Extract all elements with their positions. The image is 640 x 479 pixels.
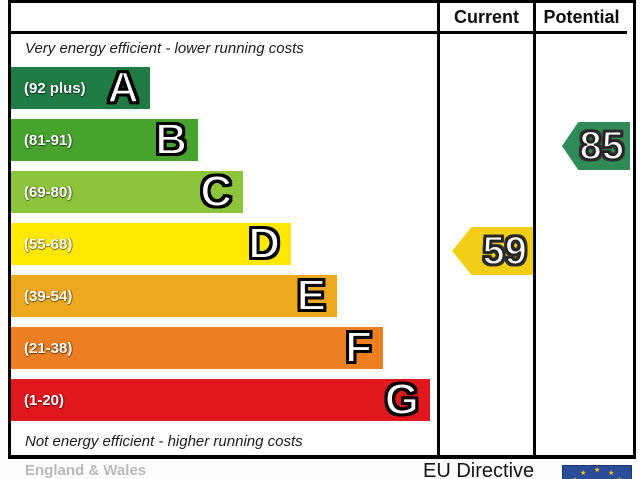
eu-flag-star: ★ bbox=[608, 470, 615, 477]
rating-table: Current Potential Very energy efficient … bbox=[8, 0, 636, 459]
band-d-range: (55-68) bbox=[24, 235, 73, 253]
potential-column: 85 bbox=[533, 34, 630, 455]
band-f-letter: F bbox=[344, 323, 373, 372]
band-b: (81-91) B bbox=[11, 115, 198, 164]
eu-flag-star: ★ bbox=[572, 477, 578, 479]
header-potential: Potential bbox=[533, 3, 627, 34]
band-b-letter: B bbox=[154, 115, 188, 164]
band-e-range: (39-54) bbox=[24, 287, 73, 305]
eu-flag-star: ★ bbox=[616, 477, 622, 479]
bottom-note: Not energy efficient - higher running co… bbox=[25, 433, 303, 450]
header-current: Current bbox=[437, 3, 533, 34]
footer-region-label: England & Wales bbox=[25, 462, 147, 479]
band-c-range: (69-80) bbox=[24, 183, 73, 201]
rating-bands: (92 plus) A (81-91) B (69-80) C (55-68) … bbox=[11, 63, 430, 431]
band-c: (69-80) C bbox=[11, 167, 243, 216]
band-e: (39-54) E bbox=[11, 271, 337, 320]
band-g-range: (1-20) bbox=[24, 391, 65, 409]
band-a: (92 plus) A bbox=[11, 63, 150, 112]
eu-directive-label: EU Directive bbox=[423, 460, 535, 479]
potential-rating-arrow-icon: 85 bbox=[562, 122, 630, 170]
band-f-range: (21-38) bbox=[24, 339, 73, 357]
current-rating-arrow-icon: 59 bbox=[452, 227, 533, 275]
band-g: (1-20) G bbox=[11, 375, 430, 424]
eu-flag-star: ★ bbox=[580, 470, 587, 477]
potential-rating-value: 85 bbox=[579, 123, 625, 169]
bands-column: Very energy efficient - lower running co… bbox=[11, 34, 437, 455]
band-d: (55-68) D bbox=[11, 219, 291, 268]
band-f: (21-38) F bbox=[11, 323, 383, 372]
band-d-letter: D bbox=[247, 219, 281, 268]
current-column: 59 bbox=[437, 34, 533, 455]
band-g-letter: G bbox=[384, 375, 420, 424]
current-rating-value: 59 bbox=[482, 228, 528, 274]
eu-flag-icon: ★ ★ ★ ★ ★ bbox=[562, 465, 632, 479]
eu-flag-star: ★ bbox=[594, 467, 601, 474]
band-a-range: (92 plus) bbox=[24, 79, 86, 97]
band-b-range: (81-91) bbox=[24, 131, 73, 149]
top-note: Very energy efficient - lower running co… bbox=[25, 40, 304, 57]
band-a-letter: A bbox=[106, 63, 140, 112]
band-c-letter: C bbox=[199, 167, 233, 216]
header-cell-empty bbox=[11, 3, 437, 34]
band-e-letter: E bbox=[296, 271, 327, 320]
